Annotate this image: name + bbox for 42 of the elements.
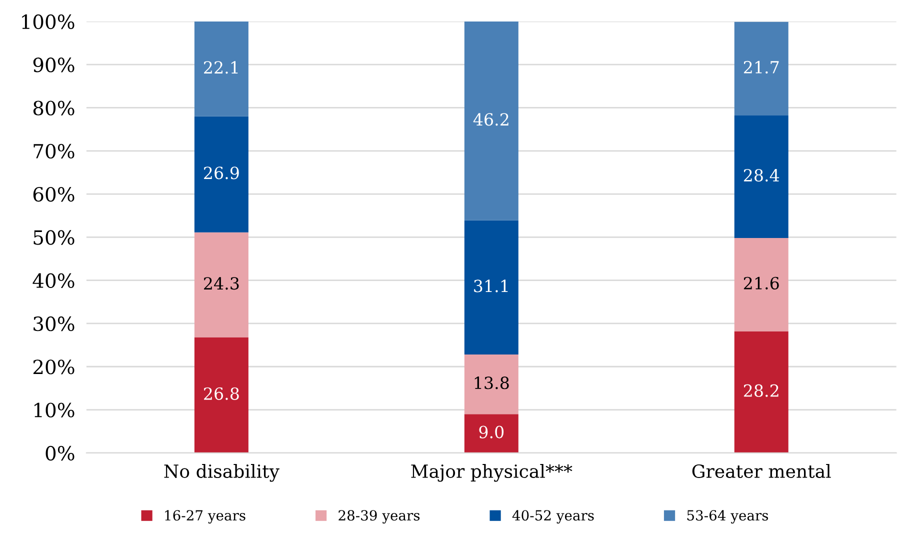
bar	[734, 238, 788, 332]
text: 26.9	[204, 166, 239, 180]
bar	[194, 116, 248, 232]
text: 31.1	[474, 280, 508, 292]
legend-label: 28-39 years	[338, 510, 420, 524]
y-tick-label: 90%	[33, 58, 74, 72]
legend-label: 40-52 years	[512, 510, 594, 524]
legend-label: 16-27 years	[165, 510, 246, 524]
bar	[464, 414, 518, 453]
y-tick-label: 100%	[22, 14, 74, 30]
y-tick-label: 70%	[34, 144, 74, 159]
text: 24.3	[204, 277, 239, 290]
text: 26.8	[204, 387, 239, 400]
text: 46.2	[473, 113, 508, 126]
y-tick-label: 10%	[34, 402, 74, 418]
bar	[194, 337, 248, 453]
bar	[464, 21, 518, 220]
bar	[734, 331, 788, 453]
y-tick-label: 80%	[33, 100, 74, 116]
bar	[464, 354, 518, 414]
text: 9.0	[479, 426, 504, 438]
text: 21.7	[744, 60, 779, 74]
text: 21.6	[744, 276, 779, 290]
y-tick-label: 60%	[33, 186, 74, 202]
y-tick-label: 50%	[34, 230, 74, 245]
legend-label: 53-64 years	[687, 510, 768, 524]
x-tick-label: No disability	[164, 464, 280, 482]
bar	[734, 22, 788, 116]
y-tick-label: 40%	[32, 273, 74, 288]
text: 28.2	[744, 384, 778, 397]
y-tick-label: 0%	[46, 446, 74, 461]
y-tick-label: 20%	[33, 360, 74, 374]
text: 13.8	[474, 376, 509, 390]
text: 22.1	[204, 61, 238, 74]
text: 28.4	[744, 169, 780, 182]
bar	[194, 232, 248, 338]
x-tick-label: Greater mental	[692, 464, 831, 478]
x-tick-label: Major physical***	[411, 464, 572, 482]
bar	[194, 21, 248, 116]
y-tick-label: 30%	[34, 316, 74, 332]
bar	[734, 116, 788, 238]
bar	[464, 220, 518, 355]
